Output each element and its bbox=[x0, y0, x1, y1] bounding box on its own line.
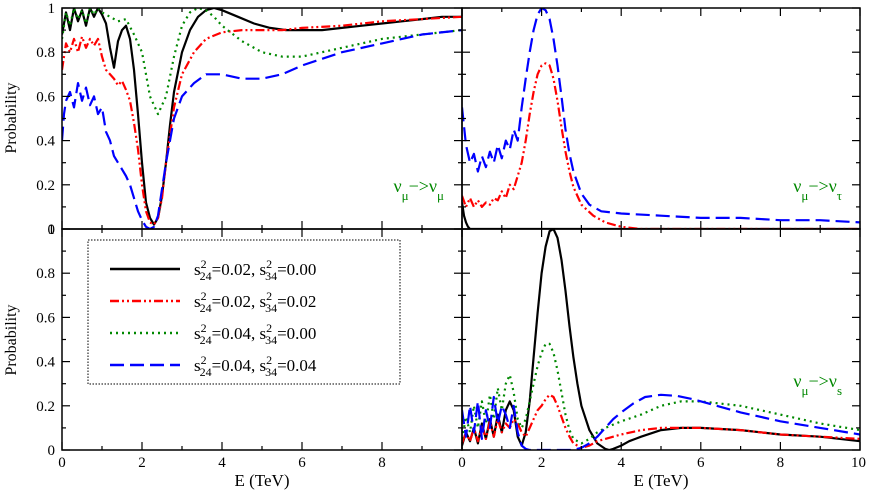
x-tick-label-bottom-right: 6 bbox=[697, 455, 705, 471]
x-tick-label-bottom-right: 2 bbox=[538, 455, 546, 471]
y-tick-label-bottom-left: 0.6 bbox=[36, 310, 55, 326]
legend-label-s24-004-s34-004: s2 24=0.04, s2 34=0.04 bbox=[194, 353, 317, 379]
y-tick-label-bottom-left: 0 bbox=[48, 443, 56, 459]
y-tick-label-top-left: 1 bbox=[48, 1, 56, 17]
series-line-s24-002-s34-000-bottom-right bbox=[462, 229, 860, 450]
x-tick-label-bottom-left: 2 bbox=[138, 455, 146, 471]
x-tick-label-bottom-right: 10 bbox=[851, 455, 866, 471]
y-tick-label-top-left: 0.2 bbox=[36, 178, 55, 194]
series-line-s24-002-s34-002-bottom-right bbox=[462, 393, 860, 449]
series-line-s24-002-s34-000-top-right bbox=[462, 202, 860, 229]
legend-label-s24-002-s34-000: s2 24=0.02, s2 34=0.00 bbox=[194, 257, 316, 283]
y-tick-label-top-left: 0.8 bbox=[36, 45, 55, 61]
x-tick-label-bottom-left: 4 bbox=[218, 455, 226, 471]
series-line-s24-002-s34-002-top-left bbox=[62, 15, 462, 226]
x-tick-label-bottom-right: 8 bbox=[777, 455, 785, 471]
x-tick-label-bottom-right: 0 bbox=[458, 455, 466, 471]
legend-box bbox=[87, 239, 401, 385]
legend-label-s24-002-s34-002: s2 24=0.02, s2 34=0.02 bbox=[194, 289, 316, 315]
y-tick-label-bottom-left: 0.2 bbox=[36, 399, 55, 415]
panel-annotation-top-left: νμ−>νμ bbox=[393, 176, 444, 203]
x-tick-label-bottom-right: 4 bbox=[617, 455, 625, 471]
series-line-s24-002-s34-002-top-right bbox=[462, 62, 860, 229]
panel-annotation-top-right: νμ−>ντ bbox=[793, 176, 842, 203]
x-tick-label-bottom-left: 6 bbox=[298, 455, 306, 471]
x-axis-title-left: E (TeV) bbox=[235, 471, 290, 490]
series-line-s24-004-s34-000-top-left bbox=[62, 8, 462, 116]
legend: s2 24=0.02, s2 34=0.00 s2 24=0.02, s2 34=0.02… bbox=[87, 239, 401, 385]
panels bbox=[62, 8, 860, 450]
plot-area-bottom-right bbox=[462, 229, 860, 450]
plot-area-top-right bbox=[462, 8, 860, 229]
tick-marks bbox=[61, 7, 861, 451]
series-line-s24-004-s34-004-top-left bbox=[62, 29, 462, 229]
y-tick-label-bottom-left: 0.8 bbox=[36, 266, 55, 282]
x-tick-label-bottom-left: 0 bbox=[58, 455, 66, 471]
x-axis-title-right: E (TeV) bbox=[634, 471, 689, 490]
y-axis-title-bottom: Probability bbox=[3, 304, 20, 375]
y-tick-label-top-left: 0.4 bbox=[36, 134, 55, 150]
series-line-s24-004-s34-004-bottom-right bbox=[462, 393, 860, 450]
panel-annotation-bottom-right: νμ−>νs bbox=[793, 371, 842, 398]
x-tick-label-bottom-left: 8 bbox=[378, 455, 386, 471]
y-tick-label-bottom-left: 0.4 bbox=[36, 355, 55, 371]
y-tick-label-top-left: 0 bbox=[48, 222, 56, 238]
frame-bottom-right bbox=[461, 228, 861, 451]
plot-area-top-left bbox=[62, 8, 462, 229]
legend-label-s24-004-s34-000: s2 24=0.04, s2 34=0.00 bbox=[194, 321, 316, 347]
y-tick-label-top-left: 0.6 bbox=[36, 89, 55, 105]
y-tick-label-bottom-left: 1 bbox=[48, 222, 56, 238]
y-axis-title-top: Probability bbox=[3, 82, 20, 153]
series-line-s24-002-s34-000-top-left bbox=[62, 8, 462, 226]
